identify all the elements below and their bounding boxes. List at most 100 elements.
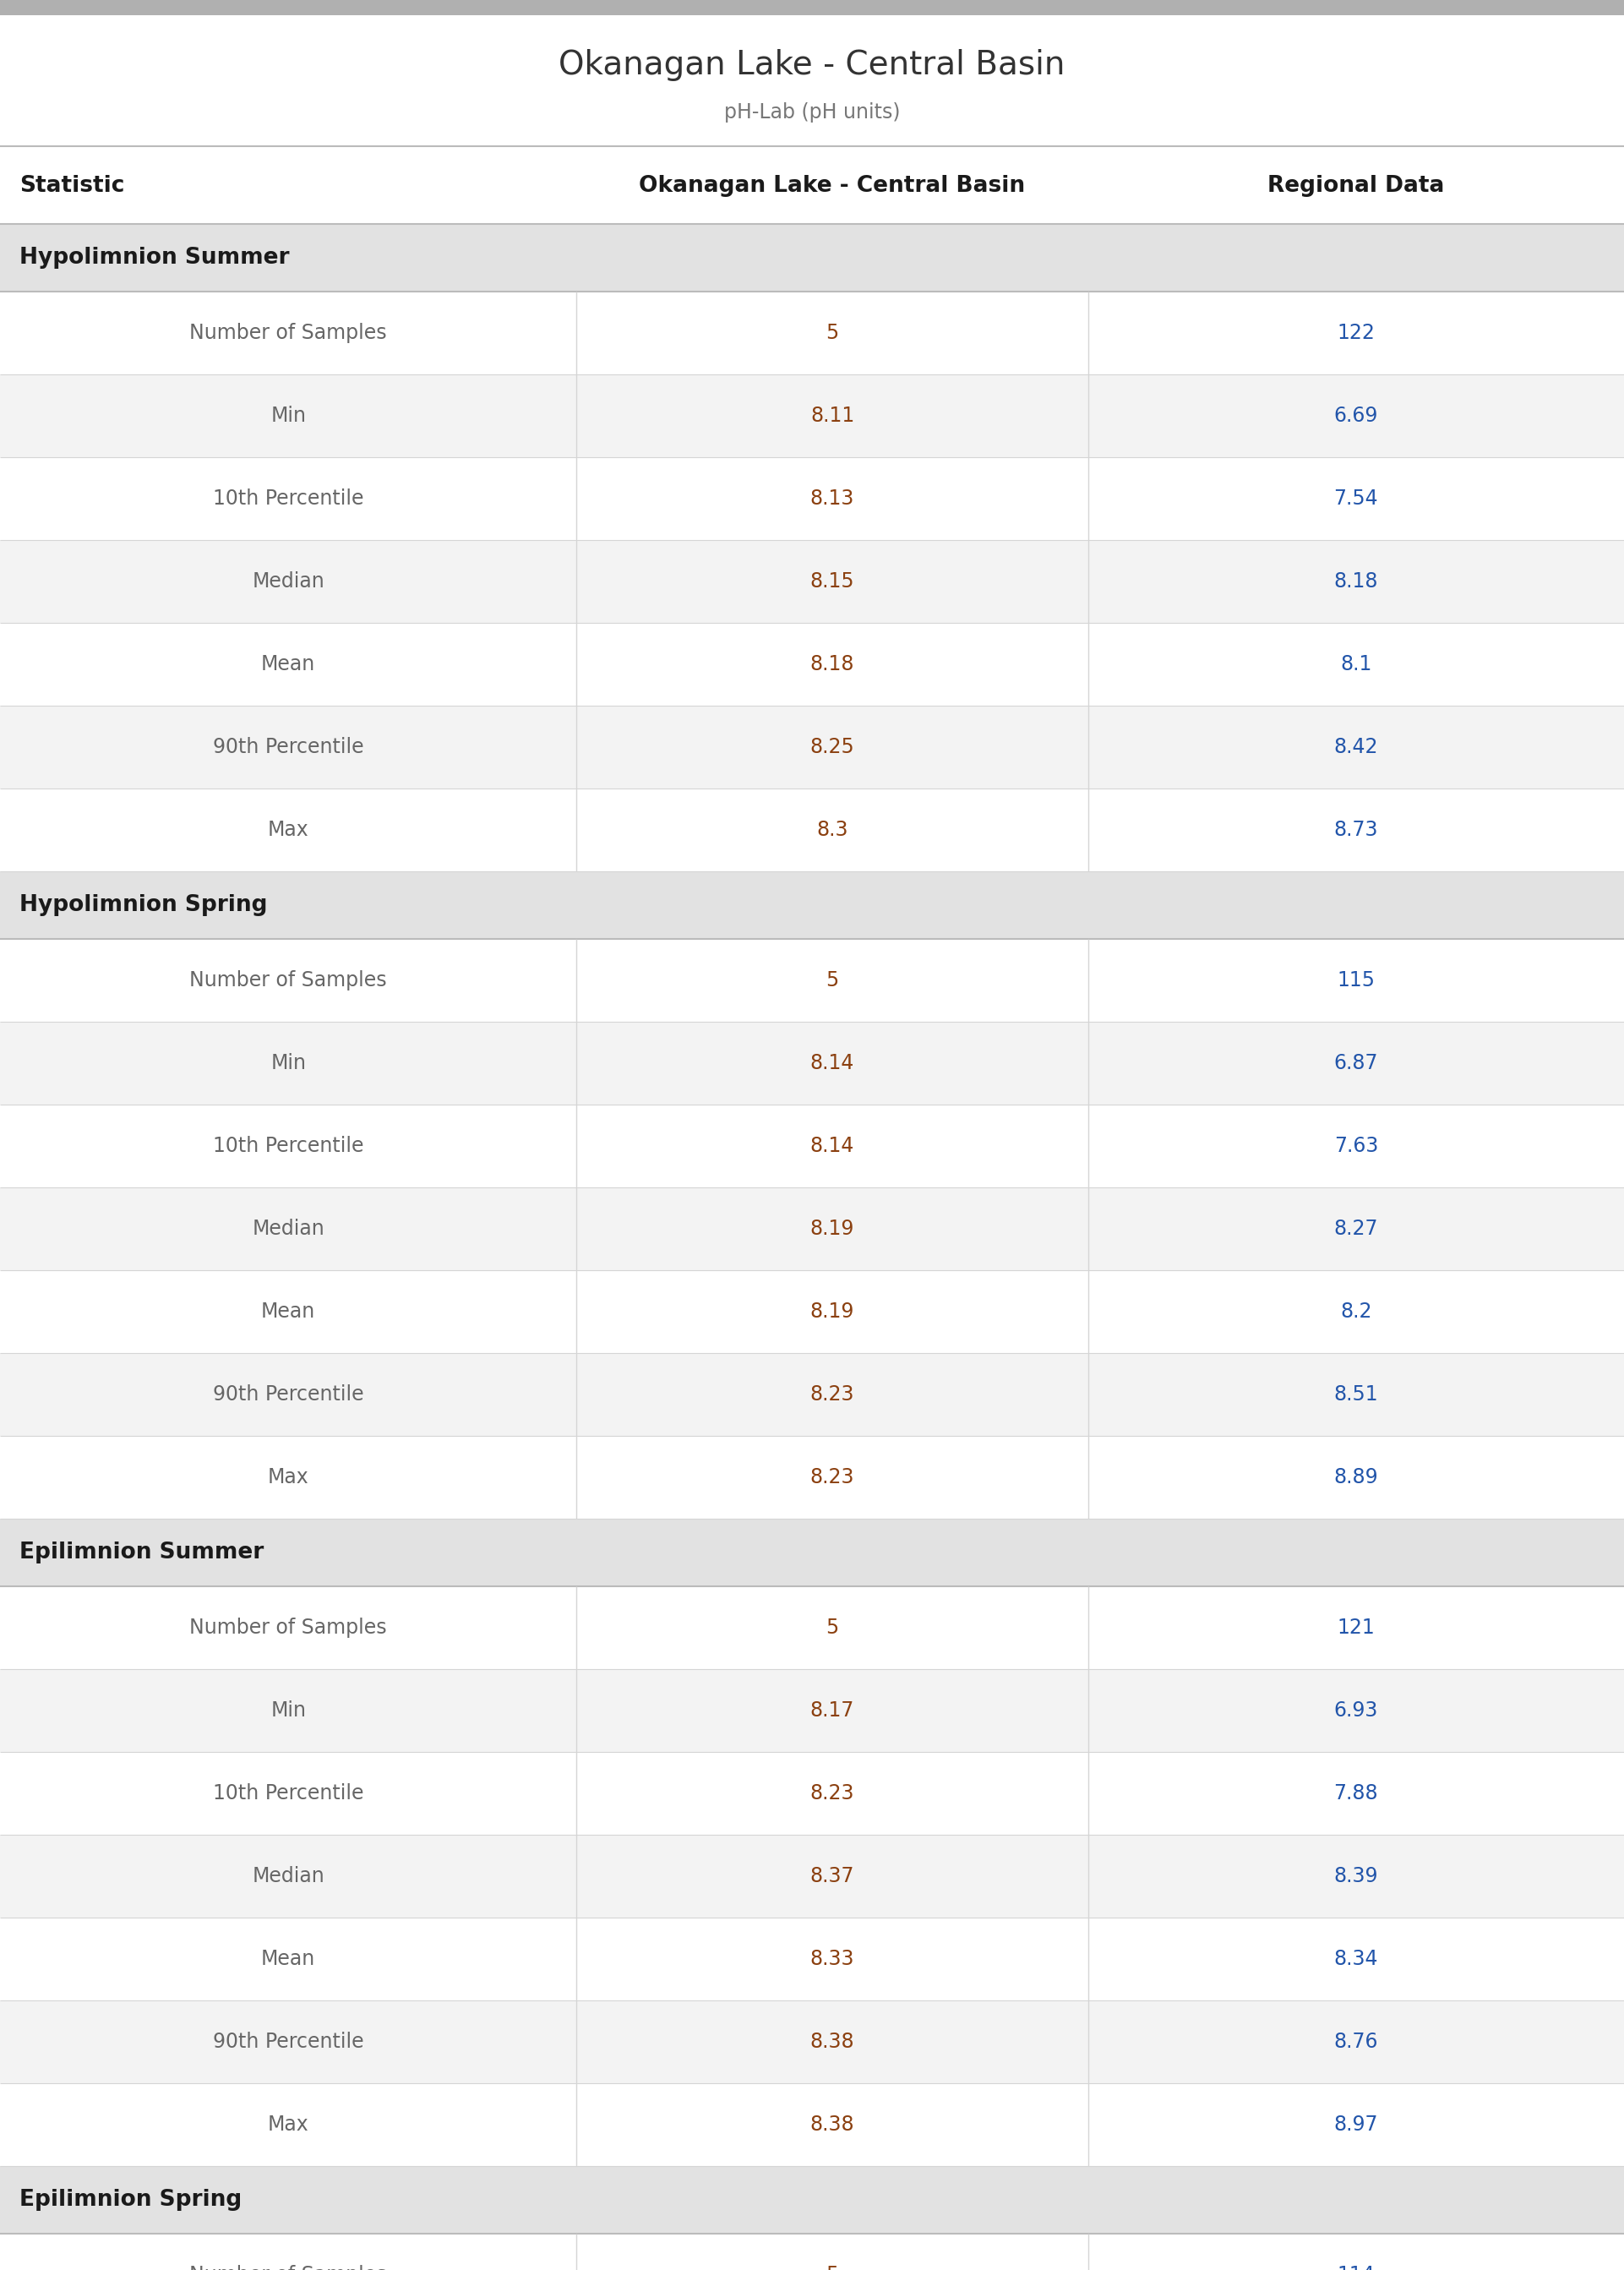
Text: 5: 5 bbox=[827, 969, 838, 990]
Text: 8.18: 8.18 bbox=[1333, 572, 1379, 592]
Text: Statistic: Statistic bbox=[19, 175, 125, 197]
Text: 7.54: 7.54 bbox=[1333, 488, 1379, 508]
Text: 114: 114 bbox=[1337, 2265, 1376, 2270]
Text: 8.11: 8.11 bbox=[810, 406, 854, 427]
Text: Okanagan Lake - Central Basin: Okanagan Lake - Central Basin bbox=[559, 50, 1065, 82]
Text: Hypolimnion Spring: Hypolimnion Spring bbox=[19, 894, 268, 917]
Text: Max: Max bbox=[268, 1466, 309, 1487]
Text: 122: 122 bbox=[1337, 322, 1376, 343]
Text: 8.37: 8.37 bbox=[810, 1866, 854, 1886]
Bar bbox=[0, 225, 1624, 291]
Bar bbox=[0, 2084, 1624, 2166]
Text: Min: Min bbox=[271, 1700, 305, 1721]
Text: 8.15: 8.15 bbox=[810, 572, 854, 592]
Bar bbox=[0, 16, 1624, 145]
Text: Number of Samples: Number of Samples bbox=[190, 969, 387, 990]
Bar bbox=[0, 622, 1624, 706]
Bar bbox=[0, 291, 1624, 375]
Text: 8.34: 8.34 bbox=[1333, 1950, 1379, 1968]
Text: 6.93: 6.93 bbox=[1333, 1700, 1379, 1721]
Text: 8.33: 8.33 bbox=[810, 1950, 854, 1968]
Bar bbox=[0, 540, 1624, 622]
Bar bbox=[0, 1187, 1624, 1271]
Bar bbox=[0, 2234, 1624, 2270]
Text: 115: 115 bbox=[1337, 969, 1376, 990]
Text: 5: 5 bbox=[827, 2265, 838, 2270]
Bar bbox=[0, 1437, 1624, 1519]
Text: 8.23: 8.23 bbox=[810, 1385, 854, 1405]
Text: Min: Min bbox=[271, 406, 305, 427]
Text: 7.88: 7.88 bbox=[1333, 1784, 1379, 1802]
Text: 121: 121 bbox=[1337, 1619, 1376, 1639]
Bar bbox=[0, 940, 1624, 1022]
Text: 8.73: 8.73 bbox=[1333, 819, 1379, 840]
Bar bbox=[0, 1519, 1624, 1587]
Text: 6.87: 6.87 bbox=[1333, 1053, 1379, 1074]
Text: 10th Percentile: 10th Percentile bbox=[213, 488, 364, 508]
Bar bbox=[0, 1918, 1624, 2000]
Bar bbox=[0, 375, 1624, 456]
Text: Epilimnion Spring: Epilimnion Spring bbox=[19, 2188, 242, 2211]
Text: 8.17: 8.17 bbox=[810, 1700, 854, 1721]
Text: Okanagan Lake - Central Basin: Okanagan Lake - Central Basin bbox=[640, 175, 1025, 197]
Text: 8.14: 8.14 bbox=[810, 1053, 854, 1074]
Text: Number of Samples: Number of Samples bbox=[190, 322, 387, 343]
Text: Mean: Mean bbox=[261, 1301, 315, 1321]
Text: 8.1: 8.1 bbox=[1340, 654, 1372, 674]
Text: Number of Samples: Number of Samples bbox=[190, 1619, 387, 1639]
Text: 10th Percentile: 10th Percentile bbox=[213, 1784, 364, 1802]
Bar bbox=[0, 1353, 1624, 1437]
Text: 8.51: 8.51 bbox=[1333, 1385, 1379, 1405]
Text: Hypolimnion Summer: Hypolimnion Summer bbox=[19, 247, 289, 268]
Bar bbox=[0, 788, 1624, 872]
Bar bbox=[0, 0, 1624, 16]
Text: 8.76: 8.76 bbox=[1333, 2032, 1379, 2052]
Text: Median: Median bbox=[252, 1866, 325, 1886]
Text: 90th Percentile: 90th Percentile bbox=[213, 2032, 364, 2052]
Text: Mean: Mean bbox=[261, 1950, 315, 1968]
Bar bbox=[0, 1022, 1624, 1105]
Text: 8.38: 8.38 bbox=[810, 2113, 854, 2134]
Bar bbox=[0, 2000, 1624, 2084]
Text: Epilimnion Summer: Epilimnion Summer bbox=[19, 1541, 263, 1564]
Text: 10th Percentile: 10th Percentile bbox=[213, 1135, 364, 1155]
Bar bbox=[0, 1834, 1624, 1918]
Text: Number of Samples: Number of Samples bbox=[190, 2265, 387, 2270]
Text: 8.38: 8.38 bbox=[810, 2032, 854, 2052]
Bar bbox=[0, 706, 1624, 788]
Text: 8.3: 8.3 bbox=[817, 819, 848, 840]
Text: 8.25: 8.25 bbox=[810, 738, 854, 758]
Text: 8.27: 8.27 bbox=[1333, 1219, 1379, 1239]
Text: 8.19: 8.19 bbox=[810, 1219, 854, 1239]
Text: 8.2: 8.2 bbox=[1340, 1301, 1372, 1321]
Text: Max: Max bbox=[268, 819, 309, 840]
Bar bbox=[0, 148, 1624, 225]
Bar bbox=[0, 1668, 1624, 1752]
Text: Regional Data: Regional Data bbox=[1268, 175, 1444, 197]
Bar bbox=[0, 1587, 1624, 1668]
Text: 90th Percentile: 90th Percentile bbox=[213, 738, 364, 758]
Text: Max: Max bbox=[268, 2113, 309, 2134]
Text: Median: Median bbox=[252, 1219, 325, 1239]
Text: pH-Lab (pH units): pH-Lab (pH units) bbox=[724, 102, 900, 123]
Text: 5: 5 bbox=[827, 1619, 838, 1639]
Bar bbox=[0, 1752, 1624, 1834]
Text: Median: Median bbox=[252, 572, 325, 592]
Text: 6.69: 6.69 bbox=[1333, 406, 1379, 427]
Text: Mean: Mean bbox=[261, 654, 315, 674]
Text: 8.23: 8.23 bbox=[810, 1466, 854, 1487]
Bar bbox=[0, 456, 1624, 540]
Text: 5: 5 bbox=[827, 322, 838, 343]
Text: 8.13: 8.13 bbox=[810, 488, 854, 508]
Text: 8.18: 8.18 bbox=[810, 654, 854, 674]
Text: 8.97: 8.97 bbox=[1333, 2113, 1379, 2134]
Bar bbox=[0, 1271, 1624, 1353]
Text: 8.89: 8.89 bbox=[1333, 1466, 1379, 1487]
Bar bbox=[0, 1105, 1624, 1187]
Bar bbox=[0, 2166, 1624, 2234]
Text: 8.14: 8.14 bbox=[810, 1135, 854, 1155]
Bar bbox=[0, 872, 1624, 940]
Text: 8.23: 8.23 bbox=[810, 1784, 854, 1802]
Text: 7.63: 7.63 bbox=[1333, 1135, 1379, 1155]
Text: 8.39: 8.39 bbox=[1333, 1866, 1379, 1886]
